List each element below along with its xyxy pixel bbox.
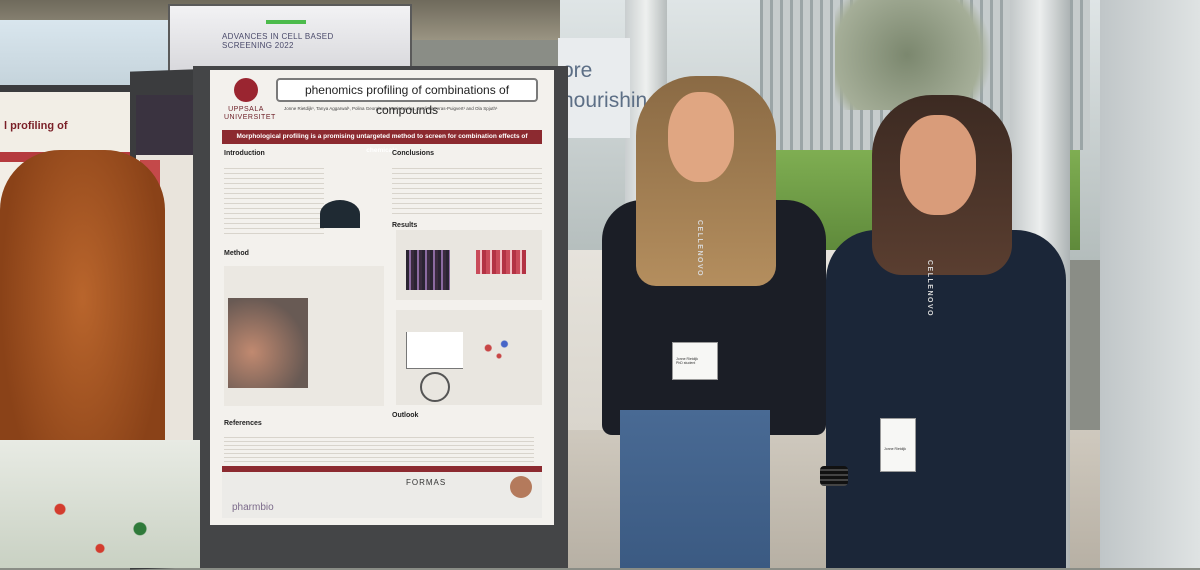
pharmbio-logo: pharmbio	[232, 502, 274, 513]
badge-text: Jonne Rietdijk PhD student	[676, 357, 698, 365]
poster-banner: Morphological profiling is a promising u…	[222, 130, 542, 154]
dose-response-plot	[406, 332, 463, 369]
presenter-2-lanyard: CELLENOVO	[890, 240, 950, 420]
section-outlook: Outlook	[392, 412, 419, 419]
university-seal	[234, 78, 258, 102]
presenter-1-face	[668, 92, 734, 182]
screen-title: ADVANCES IN CELL BASED SCREENING 2022	[222, 32, 334, 50]
section-results: Results	[392, 222, 418, 229]
window-frame	[1100, 0, 1200, 568]
badge-text: Jonne Rietdijk	[884, 447, 906, 451]
presenter-2-dress	[826, 230, 1066, 568]
university-logo-text: UPPSALA UNIVERSITET	[224, 106, 276, 121]
poster-authors: Jonne Rietdijk¹, Tanya Aggarwal¹, Polina…	[284, 106, 498, 111]
author-photo	[510, 476, 532, 498]
section-references: References	[224, 420, 262, 427]
lanyard-text: CELLENOVO	[696, 220, 703, 278]
poster-title: phenomics profiling of combinations of c…	[276, 78, 538, 117]
formas-logo: FORMAS	[406, 478, 447, 487]
wrist-bracelet	[820, 466, 848, 486]
presenter-1-lanyard: CELLENOVO	[686, 200, 718, 350]
visitor-dress-pattern	[0, 470, 200, 568]
presenter-2-face	[900, 115, 976, 215]
poster-middle-header	[136, 95, 198, 155]
method-cell-image	[228, 298, 308, 388]
lanyard-text: CELLENOVO	[926, 260, 933, 318]
wall-sign-text: ore nourishin	[562, 59, 648, 112]
presenter-2-badge: Jonne Rietdijk	[880, 418, 916, 472]
projection-screen: ADVANCES IN CELL BASED SCREENING 2022	[168, 4, 412, 74]
section-introduction: Introduction	[224, 150, 265, 157]
wall-sign: ore nourishin	[558, 38, 647, 138]
university-logo: UPPSALA UNIVERSITET	[224, 74, 276, 126]
results-heatmap	[476, 250, 526, 274]
scatter-plot	[472, 328, 526, 368]
screen-green-bar	[266, 20, 306, 24]
conclusions-text	[392, 164, 542, 214]
radar-plot	[420, 372, 450, 402]
section-conclusions: Conclusions	[392, 150, 435, 157]
presenter-1-badge: Jonne Rietdijk PhD student	[672, 342, 718, 380]
introduction-text	[224, 164, 324, 234]
main-poster: UPPSALA UNIVERSITET phenomics profiling …	[210, 70, 554, 525]
section-method: Method	[224, 250, 249, 257]
outside-trees	[835, 0, 1015, 110]
presenter-1-jeans	[620, 410, 770, 568]
poster-footer	[222, 472, 542, 518]
poster-left-title: l profiling of	[4, 120, 68, 132]
globe-illustration	[320, 200, 360, 228]
footer-stripe	[222, 466, 542, 472]
cell-image-grid	[406, 250, 450, 290]
references-text	[224, 434, 534, 462]
